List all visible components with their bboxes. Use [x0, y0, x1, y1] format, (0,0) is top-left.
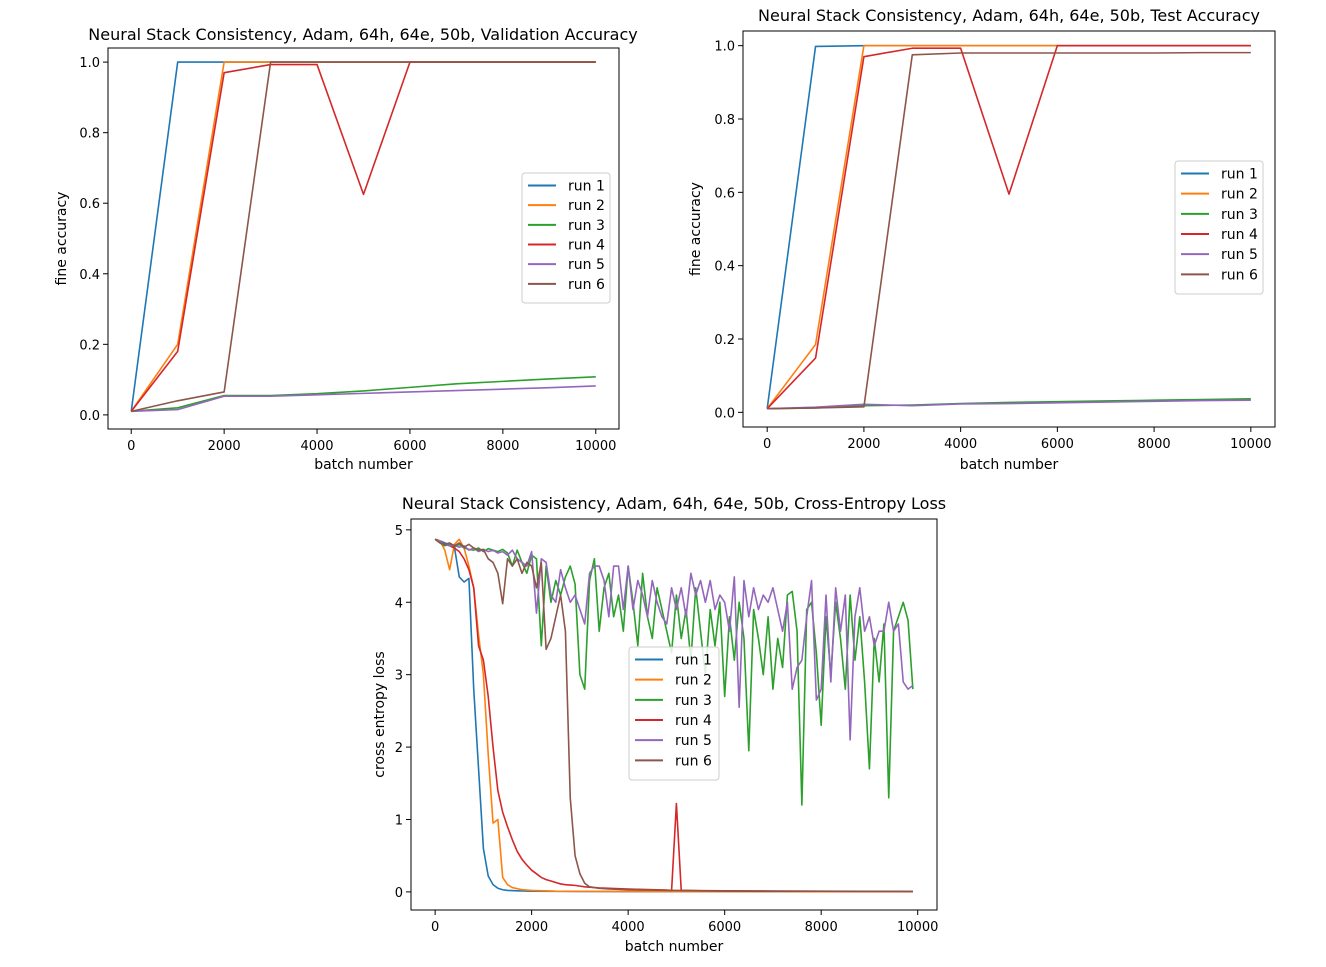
x-tick-label: 4000	[944, 437, 977, 452]
axes-frame	[742, 30, 1276, 428]
x-tick-label: 8000	[486, 439, 519, 454]
chart-panel-1: Neural Stack Consistency, Adam, 64h, 64e…	[54, 25, 638, 473]
x-tick-label: 0	[763, 437, 771, 452]
y-tick-label: 1.0	[79, 56, 100, 71]
legend-label: run 2	[1221, 187, 1258, 203]
legend: run 1 run 2 run 3 run 4 run 5 run 6	[1174, 160, 1264, 295]
y-tick-label: 0.8	[714, 113, 735, 128]
legend-label: run 2	[568, 198, 605, 214]
x-axis-label: batch number	[314, 457, 413, 473]
plot-area	[766, 44, 1251, 410]
y-tick-label: 0.0	[79, 409, 100, 424]
x-tick-label: 2000	[847, 437, 880, 452]
chart-title: Neural Stack Consistency, Adam, 64h, 64e…	[402, 494, 946, 513]
x-tick-label: 0	[431, 920, 439, 935]
y-tick-label: 3	[395, 669, 403, 684]
plot-area	[434, 538, 914, 893]
series-line-run-3	[131, 375, 596, 413]
legend-label: run 3	[675, 693, 712, 709]
y-axis-label: fine accuracy	[54, 192, 70, 286]
series-line-run-6	[767, 51, 1251, 410]
y-axis-label: fine accuracy	[688, 182, 704, 276]
series-line-run-5	[767, 399, 1251, 410]
y-tick-label: 0.2	[79, 338, 100, 353]
y-tick-label: 0.4	[79, 268, 100, 283]
legend-label: run 5	[675, 733, 712, 749]
y-tick-label: 4	[395, 596, 403, 611]
x-tick-label: 0	[127, 439, 135, 454]
y-tick-label: 0.6	[79, 197, 100, 212]
x-tick-label: 8000	[1138, 437, 1171, 452]
plot-area	[130, 61, 596, 413]
x-tick-label: 2000	[208, 439, 241, 454]
x-tick-label: 4000	[300, 439, 333, 454]
x-tick-label: 10000	[1230, 437, 1271, 452]
x-axis-label: batch number	[625, 939, 724, 955]
legend-label: run 3	[568, 218, 605, 234]
series-line-run-5	[434, 538, 914, 741]
x-tick-label: 6000	[393, 439, 426, 454]
series-line-run-5	[131, 385, 596, 413]
y-tick-label: 1.0	[714, 40, 735, 55]
y-tick-label: 0.2	[714, 333, 735, 348]
y-tick-label: 1	[395, 813, 403, 828]
x-tick-label: 6000	[708, 920, 741, 935]
x-axis-label: batch number	[960, 457, 1059, 473]
chart-panel-3: Neural Stack Consistency, Adam, 64h, 64e…	[372, 494, 946, 955]
y-axis-label: cross entropy loss	[372, 651, 388, 777]
chart-title: Neural Stack Consistency, Adam, 64h, 64e…	[758, 6, 1260, 25]
legend-label: run 4	[675, 713, 712, 729]
legend-label: run 3	[1221, 207, 1258, 223]
y-tick-label: 2	[395, 741, 403, 756]
legend-label: run 1	[675, 653, 712, 669]
legend-label: run 1	[1221, 167, 1258, 183]
series-line-run-4	[766, 44, 1251, 410]
legend-label: run 4	[1221, 227, 1258, 243]
y-tick-label: 0.6	[714, 186, 735, 201]
legend-label: run 6	[1221, 267, 1258, 283]
chart-title: Neural Stack Consistency, Adam, 64h, 64e…	[88, 25, 637, 44]
legend-label: run 6	[568, 277, 605, 293]
y-tick-label: 0.0	[714, 406, 735, 421]
series-line-run-6	[434, 538, 913, 893]
y-tick-label: 5	[395, 524, 403, 539]
legend-label: run 6	[675, 753, 712, 769]
chart-panel-2: Neural Stack Consistency, Adam, 64h, 64e…	[688, 6, 1276, 473]
x-tick-label: 10000	[575, 439, 616, 454]
legend-label: run 1	[568, 179, 605, 195]
x-tick-label: 4000	[612, 920, 645, 935]
legend: run 1 run 2 run 3 run 4 run 5 run 6	[521, 172, 611, 304]
legend: run 1 run 2 run 3 run 4 run 5 run 6	[628, 646, 720, 781]
x-tick-label: 10000	[897, 920, 938, 935]
legend-label: run 5	[1221, 247, 1258, 263]
x-tick-label: 8000	[805, 920, 838, 935]
legend-label: run 4	[568, 238, 605, 254]
y-tick-label: 0	[395, 886, 403, 901]
y-tick-label: 0.8	[79, 127, 100, 142]
series-line-run-6	[131, 61, 596, 413]
y-tick-label: 0.4	[714, 260, 735, 275]
x-tick-label: 6000	[1041, 437, 1074, 452]
series-line-run-4	[434, 538, 913, 893]
axes-frame	[107, 47, 620, 430]
legend-label: run 5	[568, 257, 605, 273]
legend-label: run 2	[675, 673, 712, 689]
axes-frame	[410, 518, 938, 911]
x-tick-label: 2000	[515, 920, 548, 935]
